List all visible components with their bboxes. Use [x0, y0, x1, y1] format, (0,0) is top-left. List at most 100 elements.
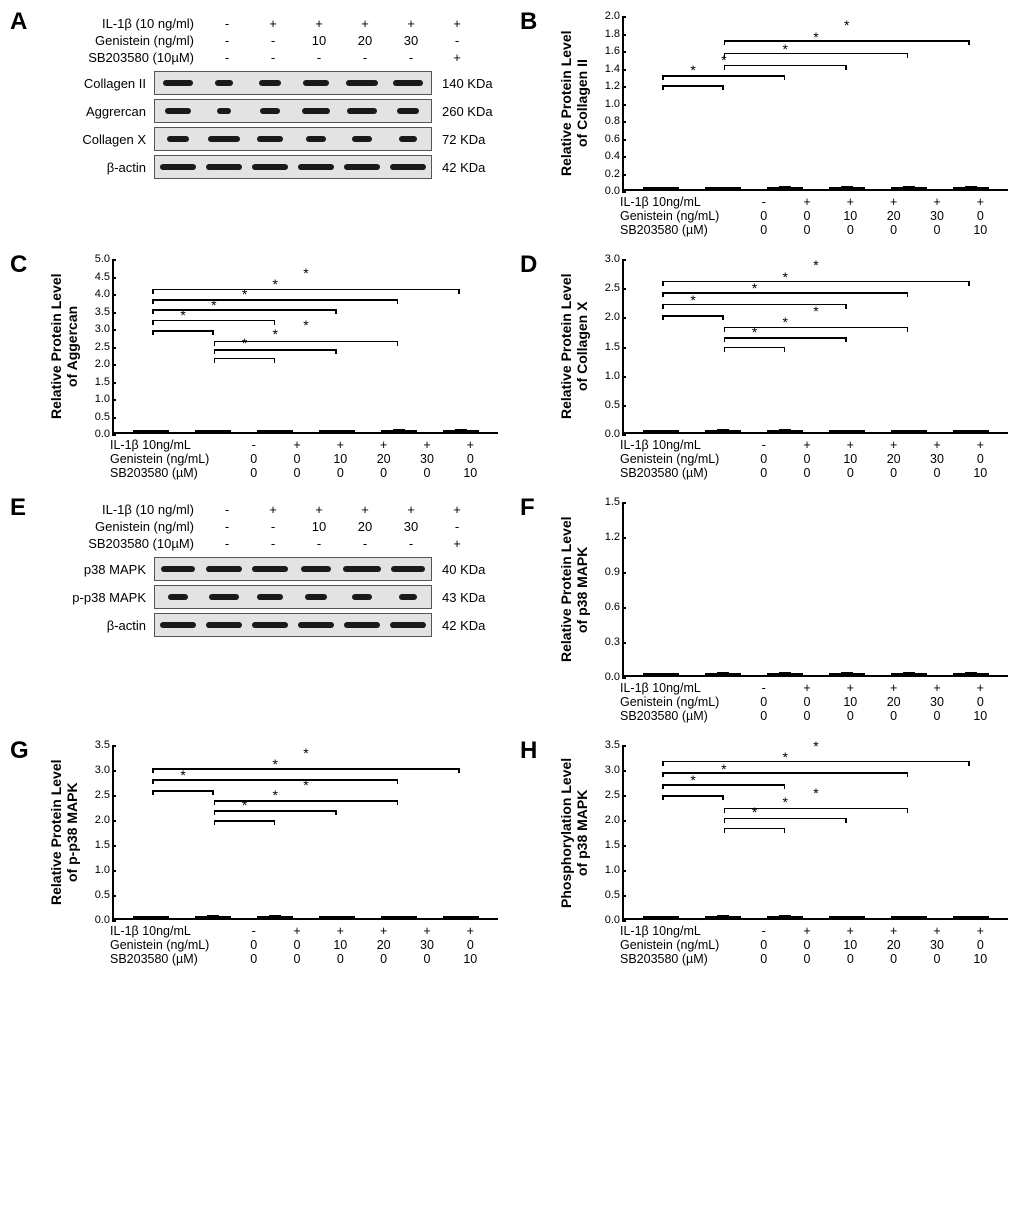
treatment-label: IL-1β (10 ng/ml): [46, 502, 204, 517]
chart-plot: [622, 502, 1008, 677]
bar: [257, 430, 293, 432]
blot-strip: [154, 71, 432, 95]
blot-row: Collagen X72 KDa: [46, 127, 498, 151]
condition-label: IL-1β 10ng/mL: [110, 924, 226, 938]
condition-value: 30: [915, 209, 958, 223]
condition-value: 10: [449, 466, 492, 480]
condition-value: 20: [872, 209, 915, 223]
blot-row: Aggrercan260 KDa: [46, 99, 498, 123]
condition-value: 0: [405, 466, 448, 480]
bar: [643, 673, 679, 675]
blot-strip: [154, 99, 432, 123]
blot-band: [161, 566, 195, 572]
treatment-value: +: [342, 16, 388, 31]
treatment-value: -: [204, 519, 250, 534]
panel-A: A IL-1β (10 ng/ml)-+++++Genistein (ng/ml…: [12, 12, 498, 237]
blot-strip: [154, 557, 432, 581]
condition-value: 0: [785, 709, 828, 723]
condition-value: 0: [362, 952, 405, 966]
bar: [767, 430, 803, 432]
condition-value: +: [405, 924, 448, 938]
bar: [381, 430, 417, 432]
condition-label: SB203580 (µM): [620, 223, 736, 237]
y-tick: 0.5: [592, 889, 620, 901]
blot-band: [390, 622, 426, 628]
condition-value: +: [785, 438, 828, 452]
y-axis-label: Relative Protein Level of p-p38 MAPK: [46, 745, 82, 920]
chart-plot: *******: [622, 745, 1008, 920]
condition-value: +: [915, 681, 958, 695]
molecular-weight: 40 KDa: [432, 562, 485, 577]
blot-strip: [154, 613, 432, 637]
condition-value: 30: [405, 452, 448, 466]
condition-value: 0: [959, 695, 1002, 709]
y-tick: 0.6: [592, 601, 620, 613]
y-tick: 2.5: [82, 789, 110, 801]
y-tick: 1.5: [592, 496, 620, 508]
y-tick: 3.5: [592, 739, 620, 751]
condition-value: 0: [872, 952, 915, 966]
condition-value: 0: [742, 209, 785, 223]
chart-area: Relative Protein Level of p38 MAPK0.00.3…: [556, 502, 1008, 677]
condition-value: 0: [405, 952, 448, 966]
bar: [705, 187, 741, 189]
y-tick: 1.5: [82, 376, 110, 388]
molecular-weight: 260 KDa: [432, 104, 493, 119]
panel-H: H Phosphorylation Level of p38 MAPK0.00.…: [522, 741, 1008, 966]
y-tick: 1.0: [82, 393, 110, 405]
blot-band: [215, 80, 233, 86]
y-tick: 0.5: [82, 411, 110, 423]
molecular-weight: 42 KDa: [432, 618, 485, 633]
figure-grid: A IL-1β (10 ng/ml)-+++++Genistein (ng/ml…: [12, 12, 1008, 966]
y-tick: 1.2: [592, 80, 620, 92]
condition-value: 0: [915, 223, 958, 237]
y-axis-label: Relative Protein Level of Collagen X: [556, 259, 592, 434]
blot-treatments: IL-1β (10 ng/ml)-+++++Genistein (ng/ml)-…: [46, 502, 498, 551]
condition-value: +: [785, 195, 828, 209]
condition-value: +: [319, 438, 362, 452]
blot-strip: [154, 585, 432, 609]
condition-value: 0: [872, 709, 915, 723]
blot-band: [344, 622, 380, 628]
panel-F: F Relative Protein Level of p38 MAPK0.00…: [522, 498, 1008, 723]
treatment-value: +: [296, 502, 342, 517]
bar: [195, 430, 231, 432]
treatment-value: -: [296, 536, 342, 551]
condition-value: +: [275, 924, 318, 938]
condition-value: -: [232, 438, 275, 452]
treatment-value: -: [204, 33, 250, 48]
condition-value: 0: [959, 209, 1002, 223]
bar: [829, 430, 865, 432]
bar: [319, 916, 355, 918]
panel-G: G Relative Protein Level of p-p38 MAPK0.…: [12, 741, 498, 966]
blot-band: [399, 594, 417, 600]
condition-value: 0: [742, 952, 785, 966]
condition-value: 10: [829, 209, 872, 223]
condition-value: +: [959, 438, 1002, 452]
molecular-weight: 140 KDa: [432, 76, 493, 91]
condition-value: -: [742, 195, 785, 209]
blot-band: [259, 80, 281, 86]
y-tick: 1.2: [592, 531, 620, 543]
condition-value: 0: [785, 452, 828, 466]
bar: [257, 916, 293, 918]
y-tick: 2.5: [592, 282, 620, 294]
blot-band: [209, 594, 239, 600]
molecular-weight: 43 KDa: [432, 590, 485, 605]
y-tick: 2.5: [592, 789, 620, 801]
y-tick: 2.0: [592, 814, 620, 826]
y-tick: 1.5: [82, 839, 110, 851]
y-tick: 1.0: [592, 370, 620, 382]
panel-letter: G: [10, 737, 29, 765]
condition-label: IL-1β 10ng/mL: [620, 681, 736, 695]
chart-plot: ******: [112, 745, 498, 920]
blot-band: [217, 108, 231, 114]
bar: [891, 916, 927, 918]
condition-value: 0: [915, 466, 958, 480]
condition-value: 20: [872, 695, 915, 709]
y-tick: 0.0: [592, 428, 620, 440]
blot-band: [252, 566, 288, 572]
condition-value: +: [872, 438, 915, 452]
y-axis-label: Relative Protein Level of Collagen II: [556, 16, 592, 191]
treatment-value: 30: [388, 33, 434, 48]
